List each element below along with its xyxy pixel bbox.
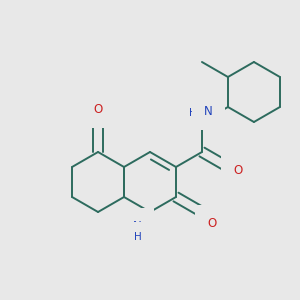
Text: O: O [207, 217, 216, 230]
Text: N: N [133, 220, 142, 233]
Text: O: O [233, 164, 242, 176]
Text: H: H [189, 108, 197, 118]
Text: O: O [93, 103, 103, 116]
Text: H: H [134, 232, 142, 242]
Text: N: N [204, 105, 213, 118]
